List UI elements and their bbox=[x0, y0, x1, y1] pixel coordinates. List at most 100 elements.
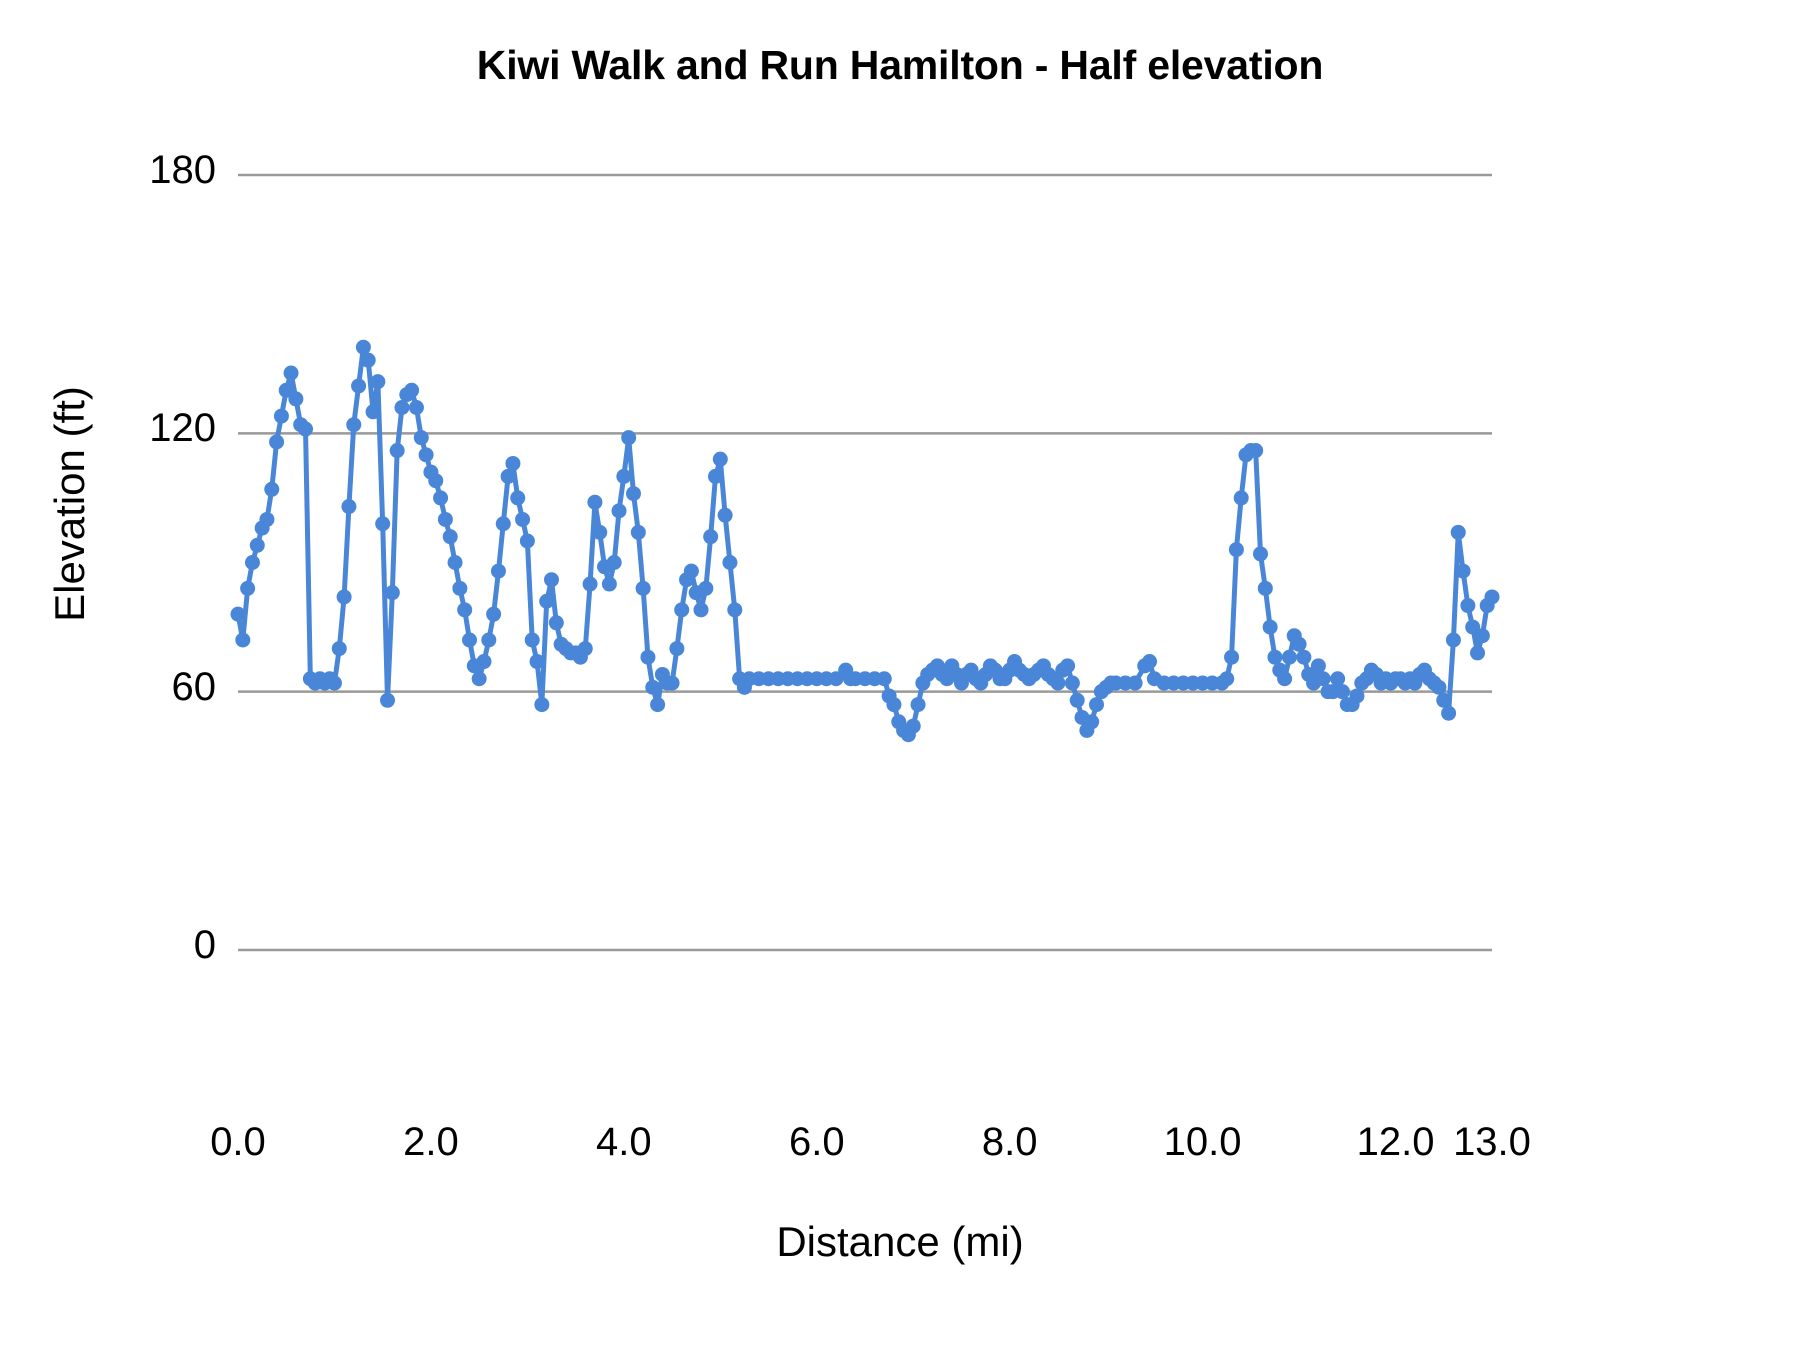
data-point bbox=[712, 451, 728, 467]
data-point bbox=[625, 486, 641, 502]
data-point bbox=[635, 580, 651, 596]
data-point bbox=[336, 589, 352, 605]
data-point bbox=[380, 692, 396, 708]
data-point bbox=[269, 434, 285, 450]
data-point bbox=[264, 481, 280, 497]
data-point bbox=[1050, 675, 1066, 691]
data-point bbox=[582, 576, 598, 592]
data-point bbox=[544, 572, 559, 588]
y-axis-title: Elevation (ft) bbox=[46, 386, 93, 622]
data-point bbox=[408, 400, 424, 415]
data-point bbox=[664, 675, 680, 691]
data-point bbox=[442, 529, 458, 545]
data-point bbox=[326, 675, 342, 691]
x-tick-label: 12.0 bbox=[1356, 1120, 1435, 1164]
data-point bbox=[828, 671, 844, 687]
data-point bbox=[1460, 598, 1476, 614]
data-point bbox=[394, 400, 410, 415]
data-point bbox=[505, 455, 521, 471]
data-point bbox=[259, 511, 275, 527]
data-point bbox=[1142, 654, 1158, 670]
data-point bbox=[476, 654, 492, 670]
y-tick-label: 0 bbox=[193, 923, 216, 967]
data-point bbox=[1228, 542, 1244, 558]
data-point bbox=[1257, 580, 1273, 596]
data-point bbox=[235, 632, 251, 648]
data-point bbox=[288, 391, 304, 407]
data-point bbox=[428, 473, 444, 489]
data-point bbox=[452, 580, 468, 596]
data-point bbox=[1060, 658, 1076, 674]
data-point bbox=[650, 697, 666, 713]
y-tick-label: 60 bbox=[171, 664, 217, 709]
data-point bbox=[1089, 697, 1105, 713]
data-point bbox=[1267, 649, 1283, 665]
data-point bbox=[331, 641, 347, 657]
data-point bbox=[230, 606, 246, 622]
data-point bbox=[433, 490, 449, 506]
data-point bbox=[1465, 619, 1481, 635]
data-point bbox=[486, 606, 502, 622]
data-point bbox=[355, 339, 371, 355]
data-point bbox=[592, 524, 608, 540]
data-point bbox=[529, 654, 545, 670]
data-point bbox=[611, 503, 627, 519]
x-tick-label: 0.0 bbox=[210, 1120, 266, 1164]
data-point bbox=[462, 632, 478, 648]
data-point bbox=[707, 468, 723, 484]
data-point bbox=[876, 671, 892, 687]
data-point bbox=[370, 374, 386, 390]
data-point bbox=[1127, 675, 1143, 691]
data-point bbox=[1084, 714, 1100, 730]
x-tick-label: 10.0 bbox=[1163, 1120, 1242, 1164]
data-point bbox=[244, 555, 260, 570]
data-point bbox=[490, 563, 506, 579]
data-point bbox=[384, 585, 400, 601]
data-point bbox=[1291, 636, 1307, 652]
data-point bbox=[577, 641, 593, 657]
series-elevation bbox=[230, 339, 1500, 743]
data-point bbox=[1315, 671, 1331, 687]
data-point bbox=[1455, 563, 1471, 579]
data-point bbox=[249, 537, 265, 553]
data-point bbox=[375, 516, 391, 532]
data-point bbox=[481, 632, 497, 648]
data-point bbox=[1248, 443, 1264, 459]
gridlines bbox=[238, 173, 1492, 952]
data-point bbox=[548, 615, 564, 631]
data-point bbox=[1334, 684, 1350, 700]
data-point bbox=[471, 671, 487, 687]
data-point bbox=[404, 382, 420, 398]
data-point bbox=[587, 494, 603, 510]
data-point bbox=[1450, 524, 1466, 540]
data-point bbox=[534, 697, 550, 713]
data-point bbox=[669, 641, 685, 657]
data-point bbox=[703, 529, 719, 545]
data-point bbox=[1484, 589, 1500, 605]
data-point bbox=[1277, 671, 1293, 687]
data-point bbox=[360, 352, 376, 368]
data-point bbox=[346, 417, 362, 433]
data-point bbox=[495, 516, 511, 532]
data-point bbox=[910, 697, 926, 713]
data-point bbox=[519, 533, 535, 549]
data-point bbox=[240, 580, 256, 596]
data-point bbox=[683, 563, 699, 579]
data-point bbox=[606, 555, 622, 570]
data-point bbox=[1431, 679, 1447, 695]
data-point bbox=[1474, 628, 1490, 644]
data-point bbox=[447, 555, 463, 570]
data-point bbox=[365, 404, 381, 420]
x-tick-label: 2.0 bbox=[403, 1120, 459, 1164]
x-tick-label: 13.0 bbox=[1453, 1120, 1531, 1164]
data-point bbox=[616, 468, 632, 484]
data-point bbox=[1349, 688, 1365, 704]
data-point bbox=[539, 593, 555, 609]
data-point bbox=[389, 443, 405, 459]
x-axis-title: Distance (mi) bbox=[776, 1218, 1024, 1265]
data-point bbox=[1310, 658, 1326, 674]
data-point bbox=[601, 576, 617, 592]
data-point bbox=[278, 382, 294, 398]
